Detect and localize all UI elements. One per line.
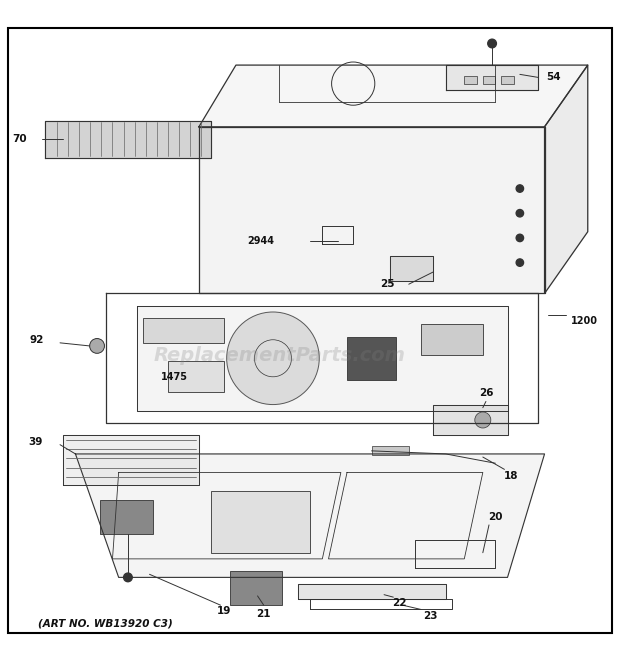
Polygon shape bbox=[137, 306, 508, 410]
Circle shape bbox=[488, 39, 497, 48]
Circle shape bbox=[516, 234, 523, 242]
Polygon shape bbox=[544, 65, 588, 293]
Polygon shape bbox=[390, 256, 433, 281]
Bar bbox=[372, 446, 409, 455]
Text: 18: 18 bbox=[503, 471, 518, 481]
Text: 54: 54 bbox=[546, 73, 561, 83]
Polygon shape bbox=[298, 584, 446, 599]
Text: 22: 22 bbox=[392, 598, 407, 608]
Bar bbox=[143, 318, 224, 343]
Text: 19: 19 bbox=[216, 605, 231, 615]
Text: 1200: 1200 bbox=[571, 316, 598, 327]
Text: 2944: 2944 bbox=[247, 236, 274, 246]
Polygon shape bbox=[199, 127, 544, 293]
Text: 70: 70 bbox=[12, 134, 27, 144]
Polygon shape bbox=[199, 65, 588, 127]
Polygon shape bbox=[63, 436, 199, 485]
Bar bbox=[230, 571, 282, 605]
Circle shape bbox=[123, 573, 132, 582]
Text: (ART NO. WB13920 C3): (ART NO. WB13920 C3) bbox=[38, 619, 173, 629]
Circle shape bbox=[227, 312, 319, 405]
Text: 1475: 1475 bbox=[161, 371, 188, 382]
Text: ReplacementParts.com: ReplacementParts.com bbox=[153, 346, 405, 365]
Text: 20: 20 bbox=[488, 512, 502, 522]
Bar bbox=[502, 76, 514, 83]
Polygon shape bbox=[446, 65, 538, 90]
Bar bbox=[168, 362, 224, 392]
Circle shape bbox=[516, 185, 523, 192]
Circle shape bbox=[90, 338, 104, 354]
Bar bbox=[421, 325, 483, 355]
Text: 25: 25 bbox=[380, 279, 394, 290]
Circle shape bbox=[516, 259, 523, 266]
Polygon shape bbox=[76, 454, 544, 578]
Polygon shape bbox=[433, 405, 508, 436]
Circle shape bbox=[475, 412, 491, 428]
Text: 92: 92 bbox=[29, 334, 44, 345]
Bar bbox=[347, 336, 396, 380]
Text: 26: 26 bbox=[479, 389, 493, 399]
Bar bbox=[464, 76, 477, 83]
Bar bbox=[483, 76, 495, 83]
Polygon shape bbox=[45, 121, 211, 158]
Bar bbox=[211, 491, 310, 553]
Text: 23: 23 bbox=[423, 611, 438, 621]
Bar bbox=[100, 500, 153, 534]
Circle shape bbox=[516, 210, 523, 217]
Text: 39: 39 bbox=[28, 437, 43, 447]
Text: 21: 21 bbox=[257, 609, 271, 619]
